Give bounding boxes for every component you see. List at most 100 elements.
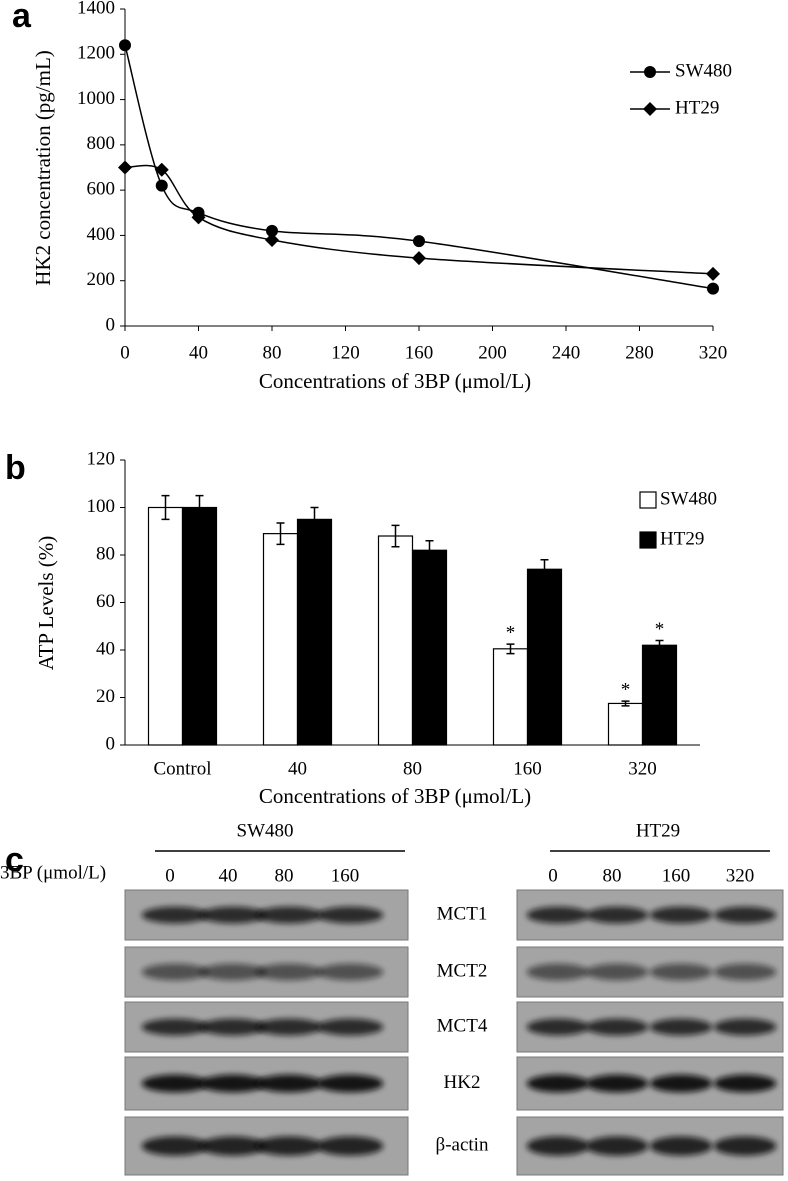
protein-label: MCT4 xyxy=(437,1015,488,1036)
y-tick-label: 80 xyxy=(96,543,115,564)
x-tick-label: Control xyxy=(153,758,211,779)
data-point xyxy=(155,179,168,192)
bar xyxy=(147,506,184,746)
error-bar xyxy=(506,643,515,655)
bar xyxy=(296,518,333,746)
blot-band xyxy=(713,1018,777,1036)
blot-band xyxy=(255,1136,323,1156)
lane-label: 160 xyxy=(331,865,360,886)
data-point xyxy=(266,224,278,237)
blot-band xyxy=(141,906,209,924)
blot-band xyxy=(649,1018,713,1036)
y-tick-label: 800 xyxy=(87,133,116,154)
y-axis-label: HK2 concentration (pg/mL) xyxy=(31,50,55,286)
significance-mark: * xyxy=(621,679,631,700)
blot-band xyxy=(141,963,209,981)
blot-band xyxy=(316,906,384,924)
blot-band xyxy=(526,1018,590,1036)
error-bar xyxy=(195,494,204,521)
blot-band xyxy=(585,906,649,924)
blot-band xyxy=(199,963,267,981)
blot-band xyxy=(316,1018,384,1036)
bar xyxy=(607,702,644,746)
y-axis-label: ATP Levels (%) xyxy=(34,536,58,671)
blot-band xyxy=(713,1074,777,1093)
lane-label: 40 xyxy=(219,865,238,886)
group-label: SW480 xyxy=(237,820,294,841)
x-tick-label: 160 xyxy=(513,758,542,779)
blot-band xyxy=(255,963,323,981)
bar xyxy=(181,506,218,746)
data-point xyxy=(413,235,425,248)
protein-label: HK2 xyxy=(444,1072,481,1093)
blot-band xyxy=(199,1018,267,1036)
group-label: HT29 xyxy=(636,820,680,841)
error-bar xyxy=(276,522,285,546)
bar xyxy=(377,535,414,746)
error-bar xyxy=(621,700,630,707)
blot-band xyxy=(526,963,590,981)
panel-label: a xyxy=(12,0,32,35)
x-axis-label: Concentrations of 3BP (μmol/L) xyxy=(259,369,531,393)
legend-label: HT29 xyxy=(675,97,719,118)
treatment-label: 3BP (μmol/L) xyxy=(0,862,106,883)
blot-band xyxy=(199,906,267,924)
blot-band xyxy=(713,906,777,924)
blot-band xyxy=(585,1136,649,1156)
lane-label: 160 xyxy=(662,865,691,886)
data-point xyxy=(191,210,206,225)
data-point xyxy=(118,160,132,175)
blot-band xyxy=(713,963,777,981)
x-tick-label: 240 xyxy=(552,342,581,363)
blot-band xyxy=(585,963,649,981)
blot-band xyxy=(649,1136,713,1156)
y-tick-label: 100 xyxy=(87,496,116,517)
blot-band xyxy=(585,1074,649,1093)
blot-band xyxy=(316,963,384,981)
y-tick-label: 0 xyxy=(106,314,116,335)
blot-band xyxy=(255,906,323,924)
panel-label: c xyxy=(5,841,24,879)
bar xyxy=(262,533,299,746)
significance-mark: * xyxy=(506,622,516,643)
x-tick-label: 160 xyxy=(405,342,434,363)
legend-label: SW480 xyxy=(675,60,732,81)
error-bar xyxy=(391,524,400,548)
y-tick-label: 200 xyxy=(87,269,116,290)
error-bar xyxy=(310,506,319,532)
lane-label: 0 xyxy=(548,865,558,886)
y-tick-label: 40 xyxy=(96,638,115,659)
y-tick-label: 0 xyxy=(106,733,116,754)
blot-band xyxy=(713,1136,777,1156)
significance-mark: * xyxy=(655,619,665,640)
x-tick-label: 80 xyxy=(263,342,282,363)
x-tick-label: 280 xyxy=(625,342,654,363)
blot-band xyxy=(649,1074,713,1093)
y-tick-label: 1400 xyxy=(77,0,115,18)
lane-label: 320 xyxy=(726,865,755,886)
protein-label: β-actin xyxy=(436,1134,489,1155)
bar xyxy=(411,549,448,746)
x-tick-label: 120 xyxy=(331,342,360,363)
x-tick-label: 40 xyxy=(288,758,307,779)
blot-band xyxy=(255,1018,323,1036)
error-bar xyxy=(425,540,434,561)
blot-band xyxy=(141,1136,209,1156)
y-tick-label: 400 xyxy=(87,224,116,245)
data-point xyxy=(706,266,720,281)
lane-label: 80 xyxy=(275,865,294,886)
blot-band xyxy=(526,906,590,924)
data-point xyxy=(412,251,426,266)
blot-band xyxy=(199,1136,267,1156)
x-tick-label: 40 xyxy=(189,342,208,363)
x-axis-label: Concentrations of 3BP (μmol/L) xyxy=(259,784,531,808)
blot-band xyxy=(316,1136,384,1156)
legend-marker xyxy=(644,66,656,78)
y-tick-label: 1000 xyxy=(77,88,115,109)
blot-band xyxy=(526,1074,590,1093)
y-tick-label: 1200 xyxy=(77,43,115,64)
bar xyxy=(526,568,563,746)
bar xyxy=(492,648,529,746)
blot-band xyxy=(649,963,713,981)
lane-label: 80 xyxy=(603,865,622,886)
